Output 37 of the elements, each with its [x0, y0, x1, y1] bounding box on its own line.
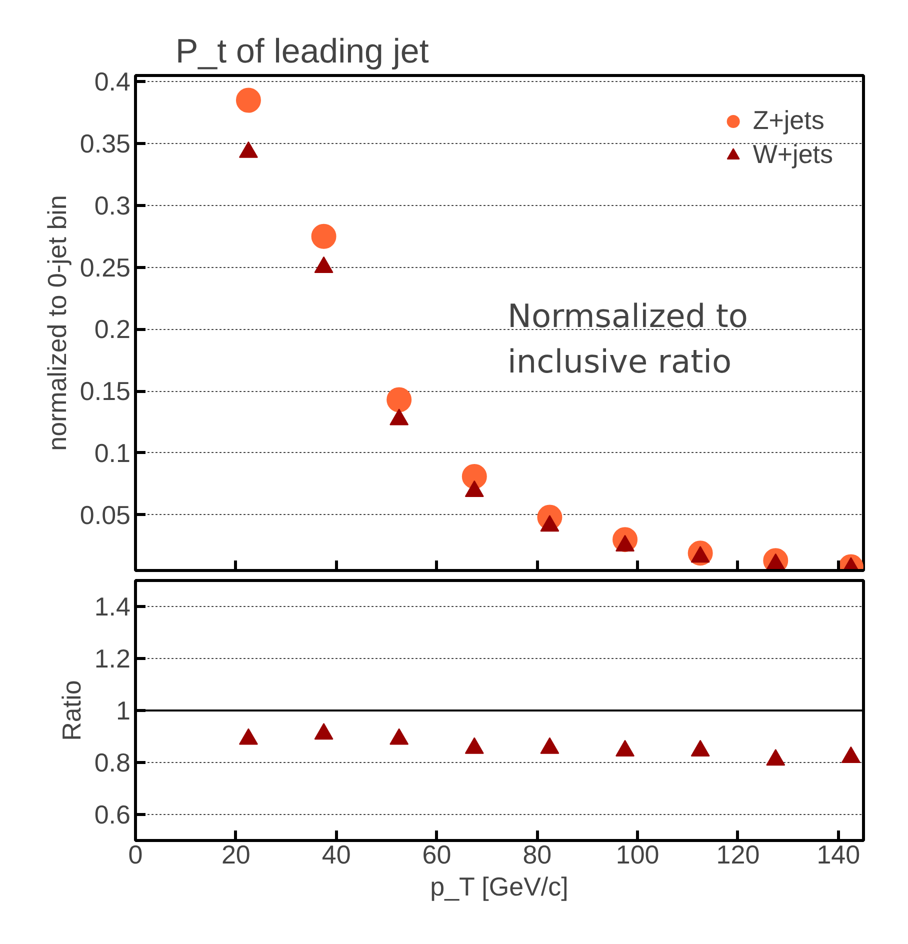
x-tick-label: 40 — [322, 840, 351, 870]
point — [314, 723, 334, 740]
x-tick-label: 60 — [422, 840, 452, 870]
x-tick-label: 80 — [522, 840, 552, 870]
point — [540, 737, 560, 754]
point — [616, 740, 635, 756]
y-axis-title: Ratio — [56, 680, 86, 741]
y-tick-label: 0.05 — [80, 500, 131, 530]
y-tick-label: 1 — [116, 696, 131, 726]
legend-label: Z+jets — [752, 105, 824, 136]
y-axis-title: normalized to 0-jet bin — [42, 195, 72, 451]
x-tick-label: 120 — [716, 840, 760, 870]
y-tick-label: 0.2 — [94, 314, 131, 344]
y-tick-label: 0.1 — [94, 438, 131, 468]
y-tick-label: 1.4 — [94, 592, 131, 622]
chart-title: P_t of leading jet — [176, 32, 430, 70]
y-tick-label: 0.8 — [94, 748, 131, 778]
point — [464, 737, 484, 754]
point — [841, 746, 860, 763]
point — [390, 728, 409, 745]
point — [690, 740, 710, 756]
y-tick-label: 0.15 — [80, 376, 131, 406]
x-axis-title: p_T [GeV/c] — [430, 872, 568, 902]
point — [766, 749, 786, 766]
y-tick-label: 0.6 — [94, 800, 131, 830]
annotation: Normsalized to inclusive ratio — [508, 296, 748, 380]
y-tick-label: 0.3 — [94, 190, 131, 220]
x-tick-label: 0 — [128, 840, 143, 870]
x-tick-label: 140 — [816, 840, 860, 870]
x-tick-label: 20 — [221, 840, 250, 870]
legend-label: W+jets — [752, 139, 833, 170]
point — [238, 728, 258, 745]
y-tick-label: 0.4 — [94, 66, 131, 97]
y-tick-label: 0.25 — [80, 252, 131, 282]
x-tick-label: 100 — [616, 840, 660, 870]
y-tick-label: 1.2 — [94, 644, 131, 674]
y-tick-label: 0.35 — [80, 128, 131, 159]
